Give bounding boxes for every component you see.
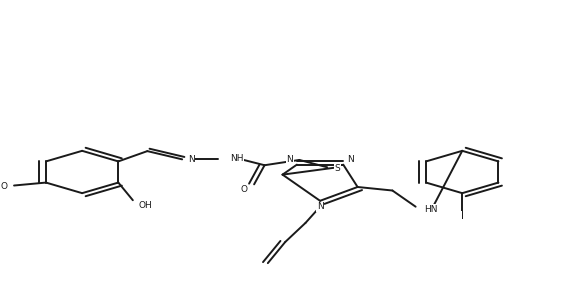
Text: OH: OH xyxy=(139,201,153,210)
Text: N: N xyxy=(347,156,353,164)
Text: S: S xyxy=(335,164,340,173)
Text: NH: NH xyxy=(230,154,243,163)
Text: I: I xyxy=(461,211,464,221)
Text: N: N xyxy=(286,156,294,164)
Text: N: N xyxy=(317,202,323,211)
Text: O: O xyxy=(240,185,247,194)
Text: N: N xyxy=(188,155,195,163)
Text: HN: HN xyxy=(424,205,438,213)
Text: O: O xyxy=(0,183,7,191)
